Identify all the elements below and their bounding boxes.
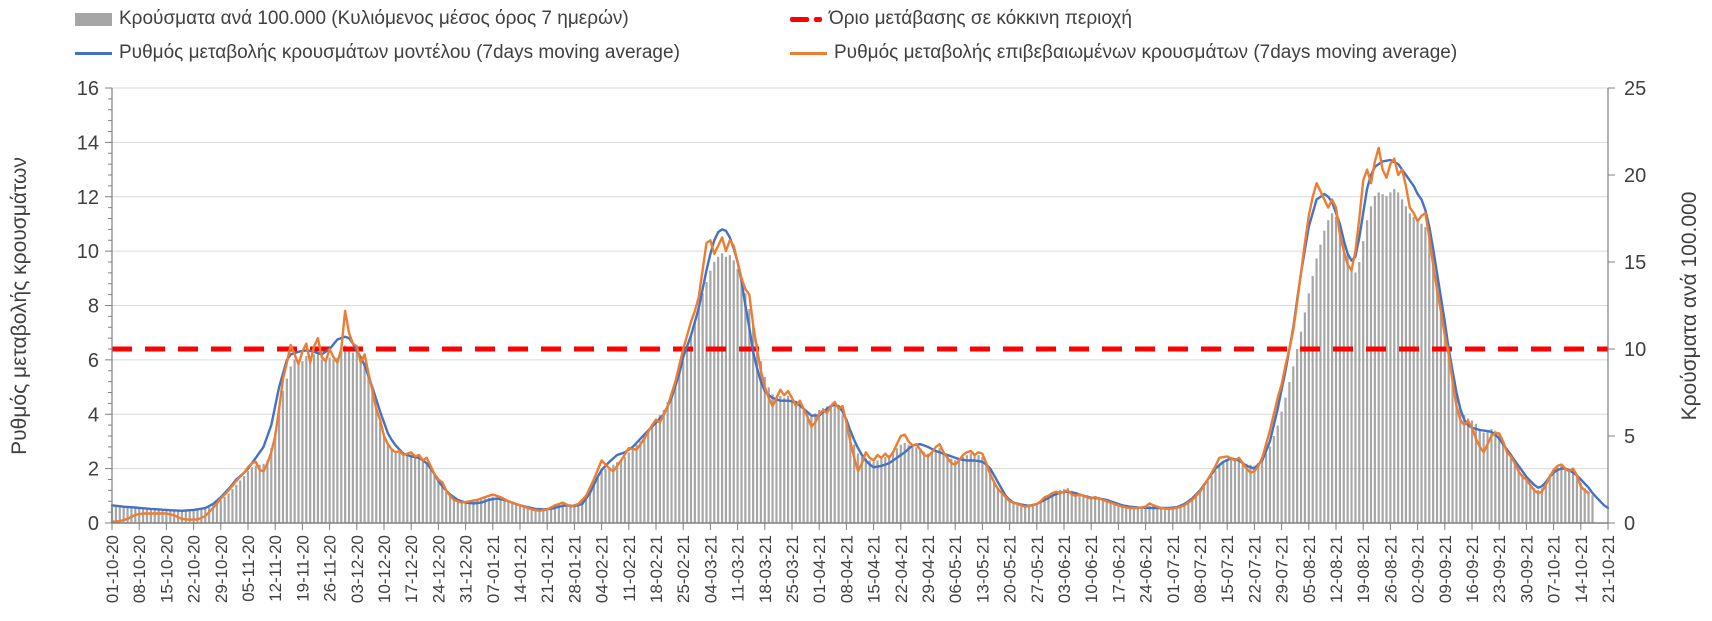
- x-axis-tick-label: 11-03-21: [729, 535, 748, 602]
- x-axis-tick-label: 13-05-21: [973, 535, 992, 603]
- legend-label-confirmed-line: Ρυθμός μεταβολής επιβεβαιωμένων κρουσμάτ…: [834, 42, 1458, 63]
- x-axis-tick-label: 21-10-21: [1599, 535, 1618, 603]
- x-axis-tick-label: 14-10-21: [1572, 535, 1591, 603]
- left-axis-labels: 0 2 4 6 8 10 12 14 16: [77, 78, 99, 535]
- x-axis-tick-label: 19-11-20: [293, 535, 312, 602]
- line-confirmed-rate: [110, 146, 1590, 523]
- x-axis-tick-label: 10-06-21: [1082, 535, 1101, 603]
- x-axis-tick-label: 29-10-20: [212, 535, 231, 603]
- x-axis-tick-label: 29-04-21: [919, 535, 938, 603]
- x-axis-tick-label: 14-01-21: [511, 535, 530, 603]
- x-axis-tick-label: 08-07-21: [1191, 535, 1210, 603]
- x-axis-tick-label: 03-06-21: [1055, 535, 1074, 603]
- legend-label-cases-bars: Κρούσματα ανά 100.000 (Κυλιόμενος μέσος …: [119, 8, 629, 29]
- right-axis-title: Κρούσματα ανά 100.000: [1678, 192, 1701, 421]
- red-dash-long: [790, 16, 809, 22]
- right-axis-tick-label: 25: [1624, 78, 1646, 100]
- left-axis-tick-label: 10: [77, 241, 99, 263]
- x-axis-tick-label: 26-08-21: [1381, 535, 1400, 603]
- right-axis-labels: 0 5 10 15 20 25: [1624, 78, 1646, 535]
- legend-item-model-line: Ρυθμός μεταβολής κρουσμάτων μοντέλου (7d…: [75, 42, 680, 64]
- x-axis-tick-label: 03-12-20: [348, 535, 367, 603]
- x-axis-tick-label: 01-04-21: [810, 535, 829, 603]
- x-axis-tick-label: 24-06-21: [1137, 535, 1156, 603]
- orange-line-swatch-icon: [790, 51, 827, 55]
- right-axis-ticks: [1608, 87, 1615, 524]
- x-axis-tick-label: 16-09-21: [1463, 535, 1482, 603]
- x-axis-tick-label: 07-01-21: [484, 535, 503, 603]
- right-axis-tick-label: 5: [1624, 426, 1635, 448]
- x-axis-tick-label: 01-07-21: [1164, 535, 1183, 603]
- x-axis-tick-label: 12-11-20: [266, 535, 285, 602]
- x-axis-ticks: [111, 523, 1609, 530]
- red-dash-swatch-icon: [790, 16, 822, 22]
- x-axis-tick-label: 31-12-20: [457, 535, 476, 603]
- right-axis-tick-label: 10: [1624, 339, 1646, 361]
- x-axis-tick-label: 05-08-21: [1300, 535, 1319, 603]
- right-axis-tick-label: 20: [1624, 165, 1646, 187]
- x-axis-tick-label: 08-04-21: [837, 535, 856, 603]
- x-axis-tick-label: 26-11-20: [321, 535, 340, 602]
- x-axis-tick-label: 08-10-20: [130, 535, 149, 603]
- x-axis-tick-label: 25-03-21: [783, 535, 802, 603]
- x-axis-tick-label: 11-02-21: [620, 535, 639, 602]
- legend-label-model-line: Ρυθμός μεταβολής κρουσμάτων μοντέλου (7d…: [119, 42, 680, 63]
- x-axis-tick-label: 05-11-20: [239, 535, 258, 602]
- x-axis-tick-label: 27-05-21: [1028, 535, 1047, 603]
- left-axis-tick-label: 2: [88, 459, 99, 481]
- left-axis-tick-label: 0: [88, 513, 99, 535]
- x-axis-tick-label: 04-03-21: [701, 535, 720, 603]
- left-axis-ticks: [105, 87, 112, 524]
- x-axis-tick-label: 15-07-21: [1218, 535, 1237, 603]
- right-axis-tick-label: 15: [1624, 252, 1646, 274]
- x-axis-tick-label: 02-09-21: [1409, 535, 1428, 603]
- legend-item-cases-bars: Κρούσματα ανά 100.000 (Κυλιόμενος μέσος …: [75, 8, 629, 30]
- x-axis-tick-label: 04-02-21: [593, 535, 612, 603]
- x-axis-tick-label: 19-08-21: [1354, 535, 1373, 603]
- x-axis-tick-label: 21-01-21: [538, 535, 557, 603]
- x-axis-labels: 01-10-20 08-10-20 15-10-20 22-10-20 29-10-20…: [103, 535, 1618, 603]
- x-axis-tick-label: 22-07-21: [1245, 535, 1264, 603]
- legend-item-threshold: Όριο μετάβασης σε κόκκινη περιοχή: [790, 8, 1132, 30]
- legend-item-confirmed-line: Ρυθμός μεταβολής επιβεβαιωμένων κρουσμάτ…: [790, 42, 1457, 64]
- right-axis-tick-label: 0: [1624, 513, 1635, 535]
- x-axis-tick-label: 25-02-21: [674, 535, 693, 603]
- left-axis-tick-label: 16: [77, 78, 99, 100]
- blue-line-swatch-icon: [75, 51, 112, 55]
- x-axis-tick-label: 20-05-21: [1001, 535, 1020, 603]
- legend-label-threshold: Όριο μετάβασης σε κόκκινη περιοχή: [829, 8, 1132, 29]
- x-axis-tick-label: 10-12-20: [375, 535, 394, 603]
- left-axis-tick-label: 12: [77, 187, 99, 209]
- left-axis-title: Ρυθμός μεταβολής κρουσμάτων: [8, 157, 31, 455]
- x-axis-tick-label: 18-02-21: [647, 535, 666, 603]
- x-axis-tick-label: 15-10-20: [157, 535, 176, 603]
- x-axis-tick-label: 06-05-21: [946, 535, 965, 603]
- x-axis-tick-label: 24-12-20: [429, 535, 448, 603]
- red-dash-short: [814, 16, 822, 22]
- x-axis-tick-label: 07-10-21: [1545, 535, 1564, 603]
- x-axis-tick-label: 22-10-20: [185, 535, 204, 603]
- bars-cases-per-100k: [110, 188, 1594, 524]
- legend: Κρούσματα ανά 100.000 (Κυλιόμενος μέσος …: [0, 0, 1712, 80]
- bar-swatch-icon: [75, 12, 112, 26]
- x-axis-tick-label: 15-04-21: [865, 535, 884, 603]
- x-axis-tick-label: 30-09-21: [1517, 535, 1536, 603]
- left-axis-tick-label: 6: [88, 350, 99, 372]
- left-axis-tick-label: 4: [88, 404, 99, 426]
- x-axis-tick-label: 22-04-21: [892, 535, 911, 603]
- x-axis-tick-label: 17-12-20: [402, 535, 421, 603]
- x-axis-tick-label: 12-08-21: [1327, 535, 1346, 603]
- x-axis-tick-label: 29-07-21: [1273, 535, 1292, 603]
- x-axis-tick-label: 09-09-21: [1436, 535, 1455, 603]
- x-axis-tick-label: 28-01-21: [565, 535, 584, 603]
- x-axis-tick-label: 17-06-21: [1109, 535, 1128, 603]
- x-axis-tick-label: 01-10-20: [103, 535, 122, 603]
- left-axis-tick-label: 14: [77, 132, 99, 154]
- x-axis-tick-label: 23-09-21: [1490, 535, 1509, 603]
- left-axis-tick-label: 8: [88, 296, 99, 318]
- x-axis-tick-label: 18-03-21: [756, 535, 775, 603]
